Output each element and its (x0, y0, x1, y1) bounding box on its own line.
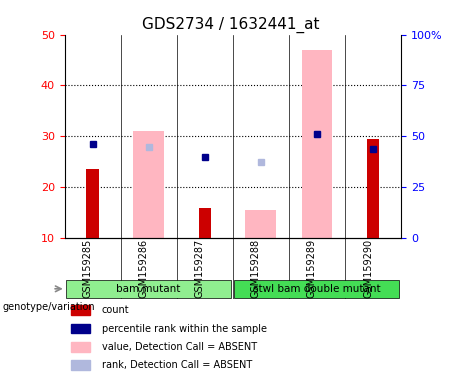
FancyBboxPatch shape (235, 280, 399, 298)
Text: bam mutant: bam mutant (117, 284, 181, 294)
Bar (71, 324, 90, 333)
Text: GSM159290: GSM159290 (363, 239, 373, 298)
Text: GSM159289: GSM159289 (307, 239, 317, 298)
Text: rank, Detection Call = ABSENT: rank, Detection Call = ABSENT (101, 360, 252, 370)
Bar (86, 169, 99, 238)
Text: value, Detection Call = ABSENT: value, Detection Call = ABSENT (101, 342, 257, 352)
Bar (71, 361, 90, 370)
Bar (245, 210, 276, 238)
Bar (199, 208, 211, 238)
FancyBboxPatch shape (66, 280, 231, 298)
Text: GSM159287: GSM159287 (195, 239, 205, 298)
Bar (367, 139, 379, 238)
Text: GSM159286: GSM159286 (139, 239, 148, 298)
Text: percentile rank within the sample: percentile rank within the sample (101, 323, 266, 334)
Text: GSM159288: GSM159288 (251, 239, 261, 298)
Bar (71, 342, 90, 352)
Bar (301, 50, 332, 238)
Bar (133, 131, 164, 238)
Text: genotype/variation: genotype/variation (2, 302, 95, 312)
Text: stwl bam double mutant: stwl bam double mutant (253, 284, 381, 294)
Bar (71, 305, 90, 315)
Text: GSM159285: GSM159285 (83, 239, 93, 298)
Text: GDS2734 / 1632441_at: GDS2734 / 1632441_at (142, 17, 319, 33)
Text: count: count (101, 305, 129, 315)
